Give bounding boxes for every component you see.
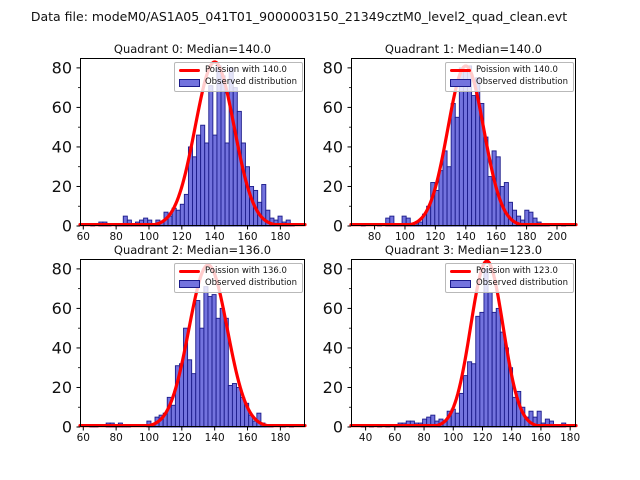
axes-quadrant-2: Quadrant 2: Median=136.0 60 80 100 120 140 16…	[52, 243, 307, 444]
svg-text:0: 0	[333, 418, 343, 437]
legend-row-observed: Observed distribution	[178, 278, 297, 289]
svg-text:60: 60	[77, 231, 90, 243]
svg-text:160: 160	[531, 432, 551, 444]
svg-text:120: 120	[472, 432, 492, 444]
legend-label-observed: Observed distribution	[204, 77, 297, 88]
svg-text:40: 40	[323, 137, 343, 156]
poisson-line-sample	[449, 270, 471, 274]
svg-text:40: 40	[52, 137, 72, 156]
svg-text:20: 20	[52, 177, 72, 196]
legend-row-poisson: Poission with 136.0	[178, 266, 297, 276]
svg-text:160: 160	[486, 231, 506, 243]
svg-text:60: 60	[323, 98, 343, 117]
legend-row-poisson: Poission with 140.0	[178, 65, 297, 75]
legend-row-observed: Observed distribution	[449, 77, 568, 88]
svg-text:80: 80	[109, 432, 122, 444]
legend-quadrant-2: Poission with 136.0 Observed distributio…	[173, 263, 303, 293]
svg-text:80: 80	[52, 58, 72, 77]
histogram-patch-sample	[449, 280, 471, 289]
axes-title-quadrant-1: Quadrant 1: Median=140.0	[384, 42, 543, 56]
legend-label-poisson: Poission with 140.0	[204, 65, 287, 75]
svg-text:100: 100	[395, 231, 415, 243]
legend-row-observed: Observed distribution	[178, 77, 297, 88]
legend-label-poisson: Poission with 140.0	[475, 65, 558, 75]
histogram-patch-sample	[449, 79, 471, 88]
svg-text:60: 60	[388, 432, 401, 444]
svg-text:180: 180	[560, 432, 580, 444]
svg-text:140: 140	[456, 231, 476, 243]
svg-text:0: 0	[333, 217, 343, 236]
svg-text:80: 80	[368, 231, 381, 243]
legend-label-observed: Observed distribution	[475, 278, 568, 289]
svg-text:40: 40	[359, 432, 372, 444]
axes-quadrant-3: Quadrant 3: Median=123.0 40 60 80 100 120 140…	[323, 243, 581, 444]
histogram-plot-quadrant-0: 60 80 100 120 140 160 180 0 20 40 60 80	[52, 58, 307, 243]
svg-text:160: 160	[237, 231, 257, 243]
poisson-line-sample	[178, 270, 200, 274]
histogram-plot-quadrant-2: 60 80 100 120 140 160 180 0 20 40 60 80	[52, 259, 307, 444]
histogram-plot-quadrant-3: 40 60 80 100 120 140 160 180 0 20 40 60 80	[323, 259, 580, 444]
svg-text:20: 20	[52, 378, 72, 397]
figure-suptitle: Data file: modeM0/AS1A05_041T01_90000031…	[30, 9, 568, 24]
histogram-patch-sample	[178, 280, 200, 289]
legend-quadrant-3: Poission with 123.0 Observed distributio…	[444, 263, 574, 293]
svg-text:100: 100	[139, 231, 159, 243]
svg-text:200: 200	[547, 231, 567, 243]
svg-text:0: 0	[62, 217, 72, 236]
poisson-line-sample	[449, 69, 471, 73]
histogram-patch-sample	[178, 79, 200, 88]
svg-text:20: 20	[323, 177, 343, 196]
svg-text:120: 120	[172, 231, 192, 243]
svg-text:100: 100	[443, 432, 463, 444]
svg-text:80: 80	[323, 259, 343, 278]
svg-text:80: 80	[109, 231, 122, 243]
svg-text:80: 80	[323, 58, 343, 77]
svg-text:60: 60	[52, 299, 72, 318]
svg-text:180: 180	[270, 432, 290, 444]
svg-text:80: 80	[417, 432, 430, 444]
svg-text:60: 60	[52, 98, 72, 117]
legend-row-observed: Observed distribution	[449, 278, 568, 289]
legend-label-poisson: Poission with 136.0	[204, 266, 287, 276]
svg-text:0: 0	[62, 418, 72, 437]
svg-text:180: 180	[517, 231, 537, 243]
svg-text:80: 80	[52, 259, 72, 278]
axes-quadrant-0: Quadrant 0: Median=140.0 60 80 100 120 140 16…	[52, 42, 307, 243]
axes-quadrant-1: Quadrant 1: Median=140.0 80 100 120 140 160 1…	[323, 42, 578, 243]
poisson-line-sample	[178, 69, 200, 73]
axes-title-quadrant-0: Quadrant 0: Median=140.0	[113, 42, 272, 56]
svg-text:60: 60	[77, 432, 90, 444]
svg-text:120: 120	[425, 231, 445, 243]
axes-title-quadrant-2: Quadrant 2: Median=136.0	[113, 243, 272, 257]
legend-label-poisson: Poission with 123.0	[475, 266, 558, 276]
svg-text:40: 40	[52, 338, 72, 357]
legend-label-observed: Observed distribution	[204, 278, 297, 289]
svg-text:40: 40	[323, 338, 343, 357]
svg-text:120: 120	[172, 432, 192, 444]
histogram-plot-quadrant-1: 80 100 120 140 160 180 200 0 20 40 60 80	[323, 58, 578, 243]
legend-row-poisson: Poission with 123.0	[449, 266, 568, 276]
legend-quadrant-0: Poission with 140.0 Observed distributio…	[173, 62, 303, 92]
legend-label-observed: Observed distribution	[475, 77, 568, 88]
legend-row-poisson: Poission with 140.0	[449, 65, 568, 75]
svg-text:180: 180	[270, 231, 290, 243]
svg-text:140: 140	[205, 432, 225, 444]
svg-text:100: 100	[139, 432, 159, 444]
axes-title-quadrant-3: Quadrant 3: Median=123.0	[384, 243, 543, 257]
svg-text:20: 20	[323, 378, 343, 397]
svg-text:140: 140	[205, 231, 225, 243]
svg-text:160: 160	[237, 432, 257, 444]
svg-text:60: 60	[323, 299, 343, 318]
legend-quadrant-1: Poission with 140.0 Observed distributio…	[444, 62, 574, 92]
svg-text:140: 140	[502, 432, 522, 444]
